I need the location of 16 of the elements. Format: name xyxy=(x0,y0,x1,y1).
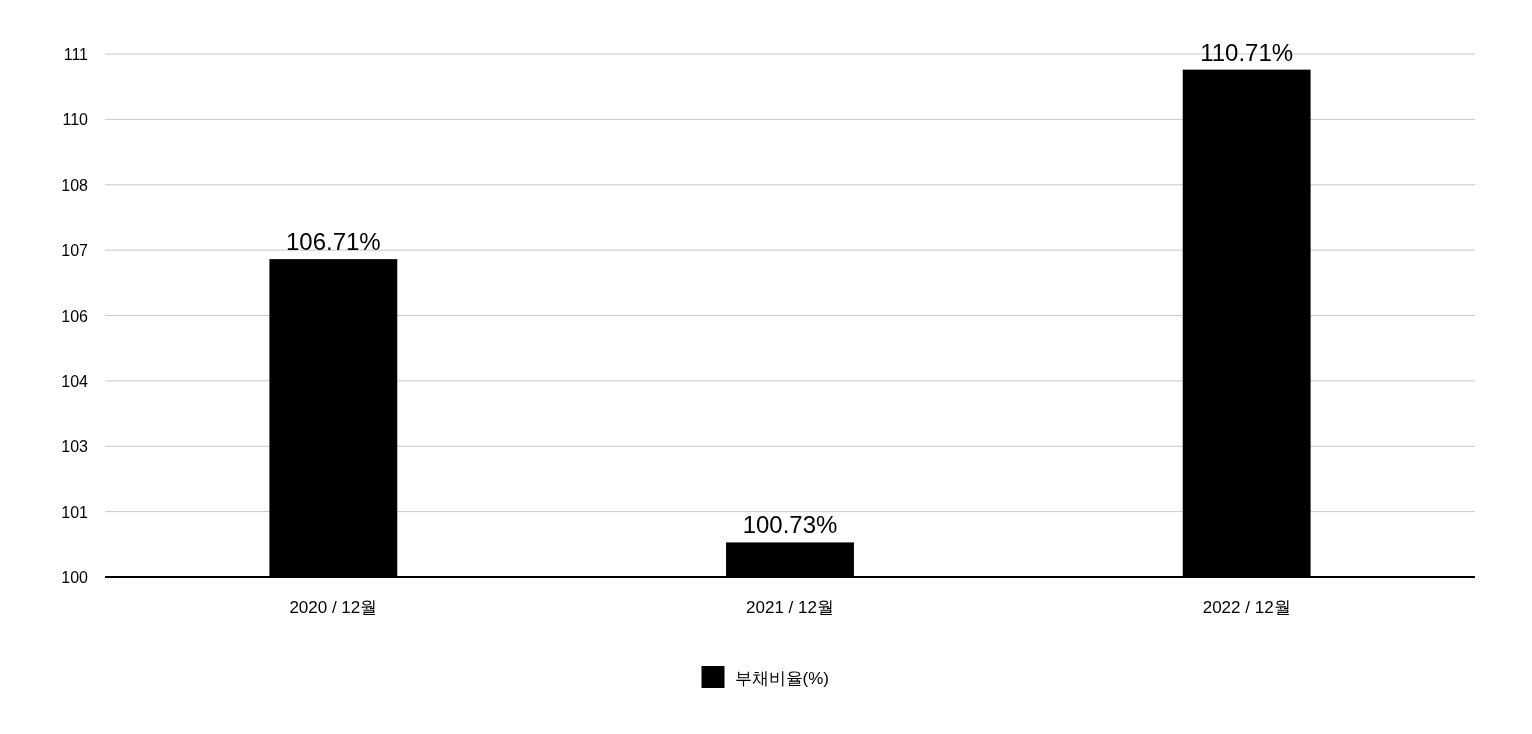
data-label: 100.73% xyxy=(742,511,838,539)
y-tick-label: 111 xyxy=(63,46,89,63)
y-tick-label: 100 xyxy=(61,569,89,586)
data-label: 110.71% xyxy=(1200,38,1294,66)
y-tick-label: 110 xyxy=(62,111,89,129)
y-tick-label: 106 xyxy=(61,307,89,325)
y-tick-label: 103 xyxy=(61,438,89,456)
y-tick-label: 104 xyxy=(61,372,89,390)
y-tick-label: 108 xyxy=(61,176,89,194)
legend-label: 부채비율(%) xyxy=(734,669,829,688)
data-label: 106.71% xyxy=(285,228,381,256)
x-tick-label: 2021 / 12월 xyxy=(746,598,834,617)
y-tick-label: 101 xyxy=(61,503,89,521)
y-tick-label: 107 xyxy=(61,242,89,260)
x-tick-label: 2020 / 12월 xyxy=(289,598,378,617)
x-tick-label: 2022 / 12월 xyxy=(1202,598,1291,617)
